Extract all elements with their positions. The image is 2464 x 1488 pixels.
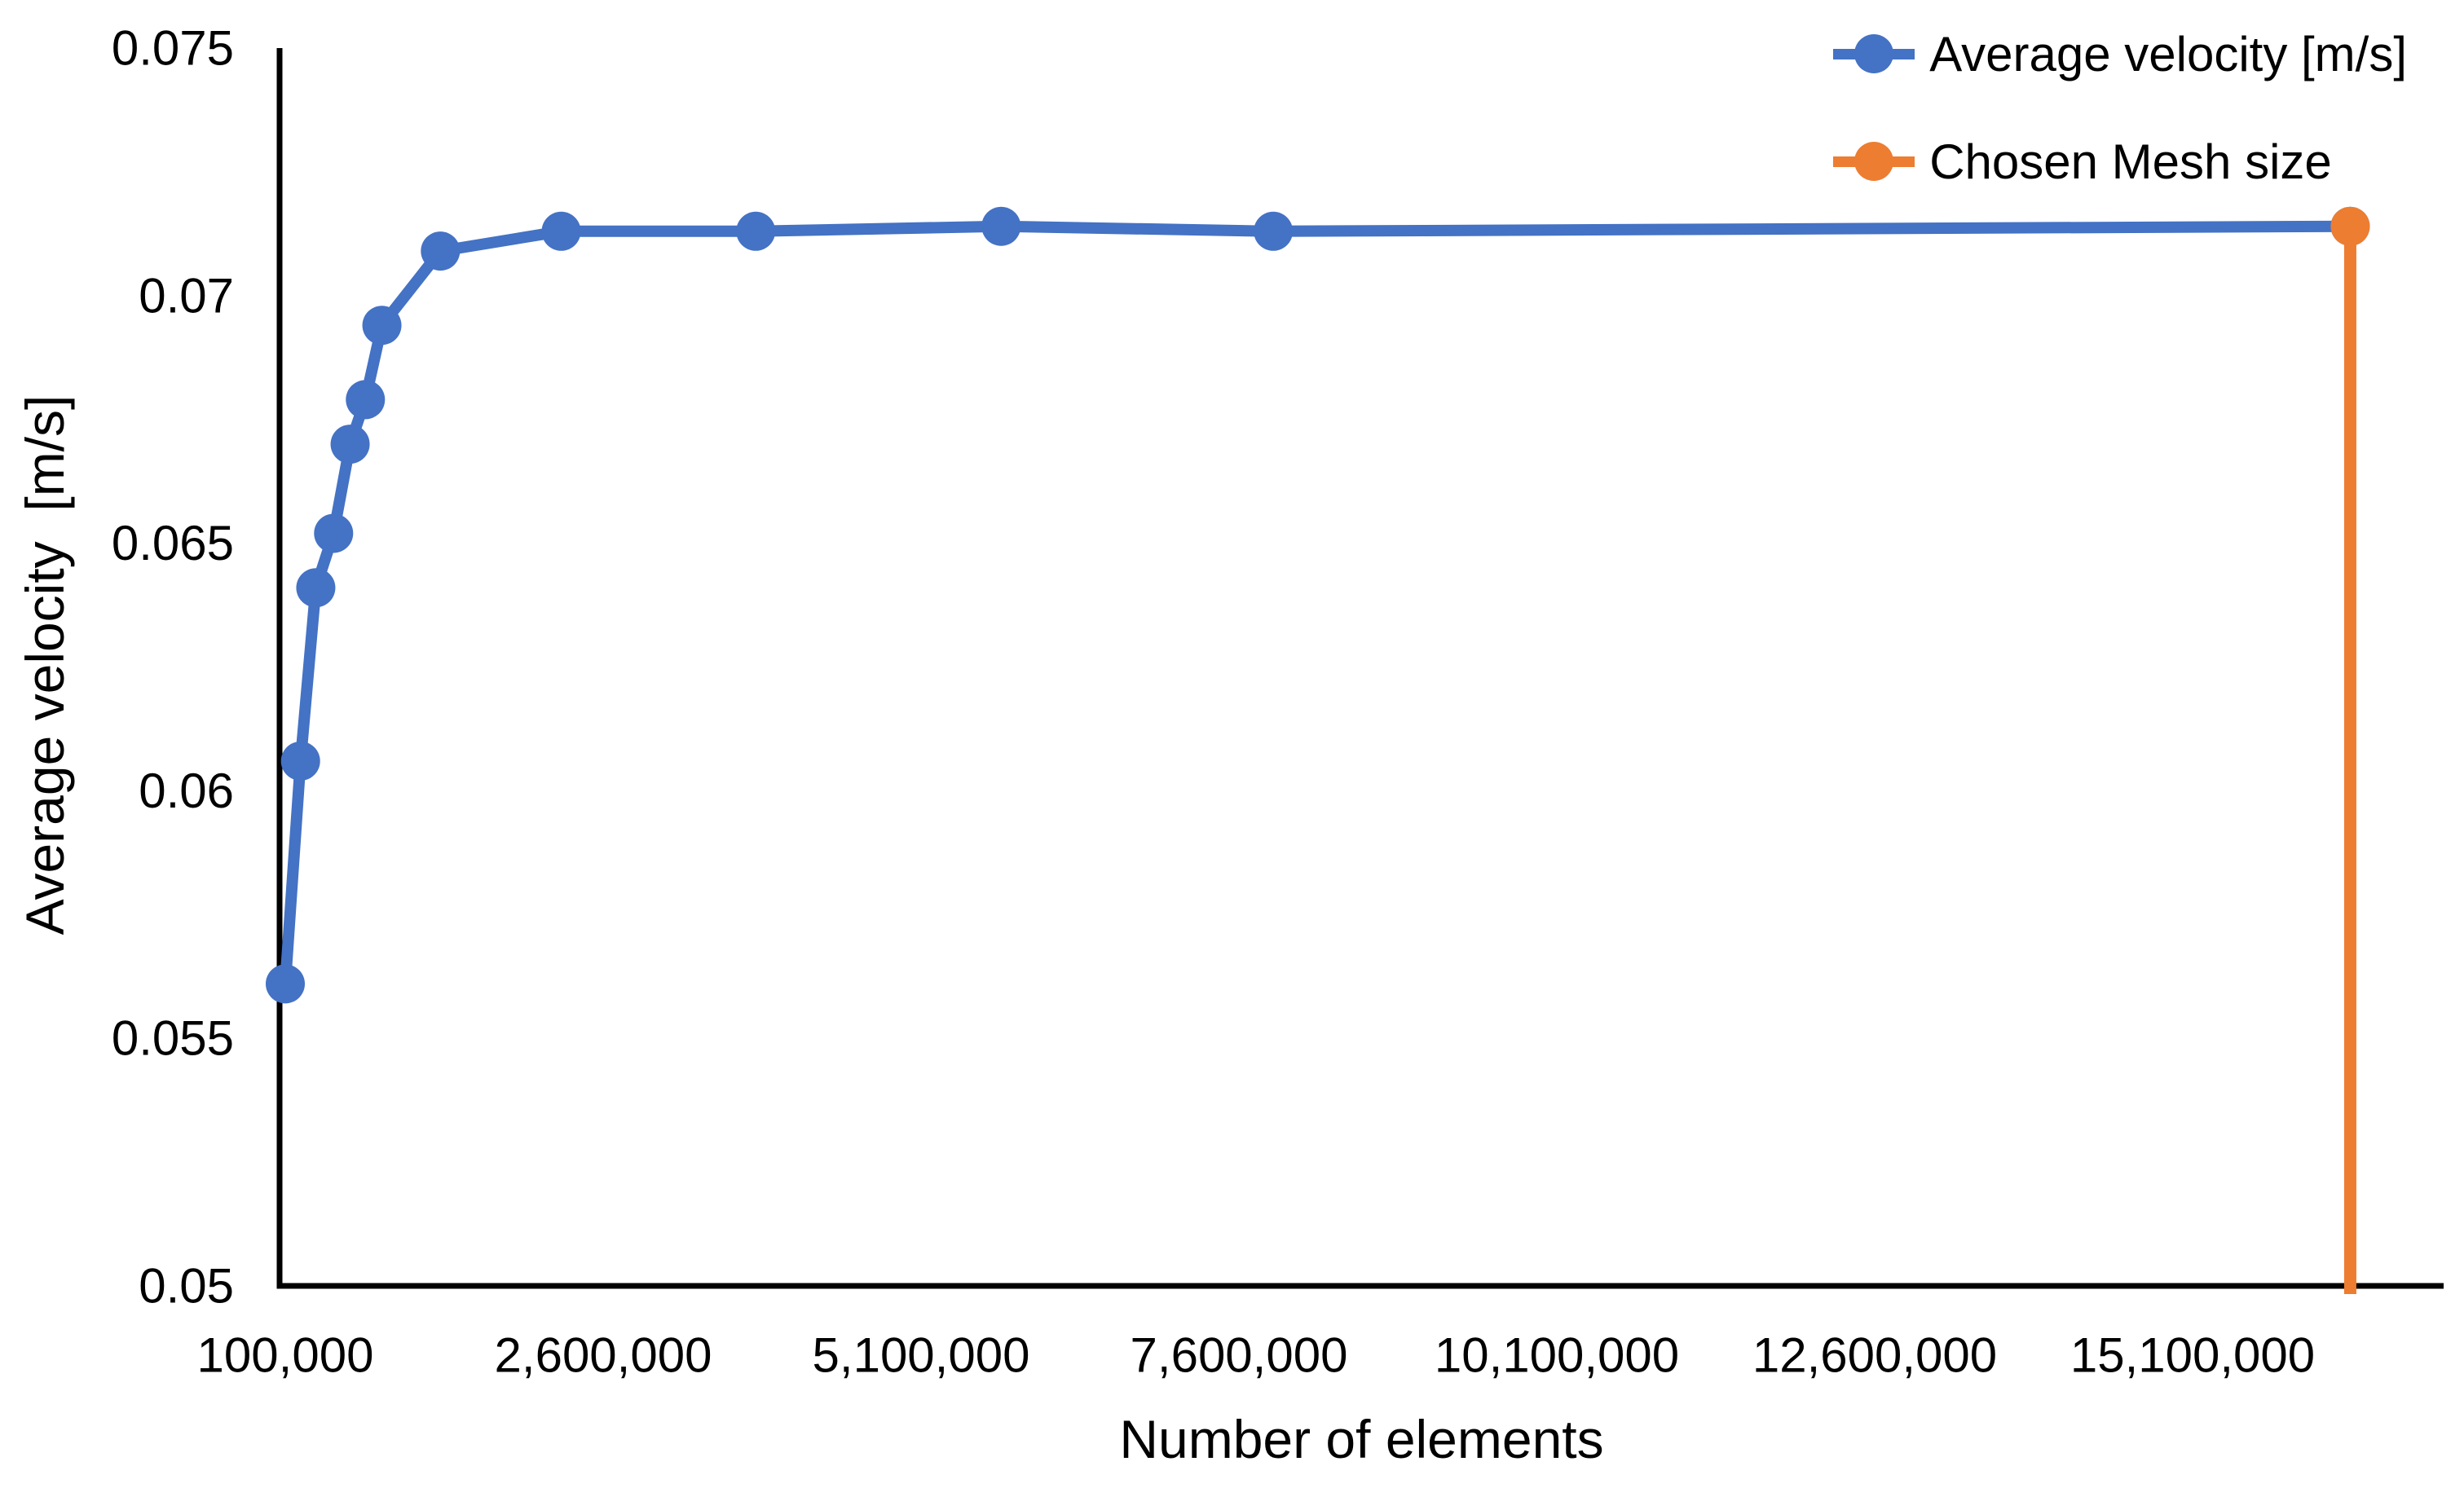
y-tick-label: 0.05	[139, 1259, 234, 1314]
x-tick-label: 12,600,000	[1752, 1328, 1997, 1383]
line-marker-swatch-icon	[1833, 33, 1915, 75]
axis-lines	[276, 48, 2444, 1289]
y-tick-label: 0.07	[139, 268, 234, 323]
chosen-mesh-size-marker	[2330, 206, 2370, 246]
line-marker-swatch-icon	[1833, 140, 1915, 183]
y-tick-label: 0.06	[139, 764, 234, 818]
x-tick-label: 100,000	[197, 1328, 374, 1383]
y-tick-label: 0.065	[112, 516, 234, 570]
series-average-velocity-marker	[1254, 211, 1294, 251]
series-average-velocity-marker	[981, 206, 1021, 246]
series-average-velocity-line	[280, 220, 2356, 990]
x-tick-label: 2,600,000	[495, 1328, 712, 1383]
legend-label-average-velocity: Average velocity [m/s]	[1929, 26, 2407, 81]
series-average-velocity-marker	[280, 741, 320, 781]
series-average-velocity-marker	[266, 964, 305, 1004]
series-average-velocity-marker	[736, 211, 776, 251]
series-average-velocity-marker	[296, 568, 336, 608]
legend-item-chosen-mesh-size: Chosen Mesh size	[1833, 108, 2407, 215]
series-average-velocity-marker	[541, 211, 581, 251]
y-tick-label: 0.055	[112, 1011, 234, 1066]
x-tick-label: 10,100,000	[1435, 1328, 1679, 1383]
y-tick-label: 0.075	[112, 21, 234, 76]
x-tick-label: 5,100,000	[813, 1328, 1030, 1383]
legend-label-chosen-mesh-size: Chosen Mesh size	[1929, 134, 2332, 189]
x-tick-label: 15,100,000	[2070, 1328, 2315, 1383]
y-axis-title: Average velocity [m/s]	[15, 394, 75, 936]
series-average-velocity-marker	[314, 513, 354, 553]
legend-item-average-velocity: Average velocity [m/s]	[1833, 0, 2407, 108]
series-average-velocity-marker	[330, 425, 370, 464]
chart-legend: Average velocity [m/s] Chosen Mesh size	[1833, 0, 2407, 215]
series-average-velocity-marker	[346, 380, 386, 420]
series-average-velocity-marker	[362, 306, 402, 346]
x-axis-title: Number of elements	[1119, 1409, 1604, 1469]
series-average-velocity-marker	[421, 231, 461, 271]
x-tick-label: 7,600,000	[1131, 1328, 1348, 1383]
